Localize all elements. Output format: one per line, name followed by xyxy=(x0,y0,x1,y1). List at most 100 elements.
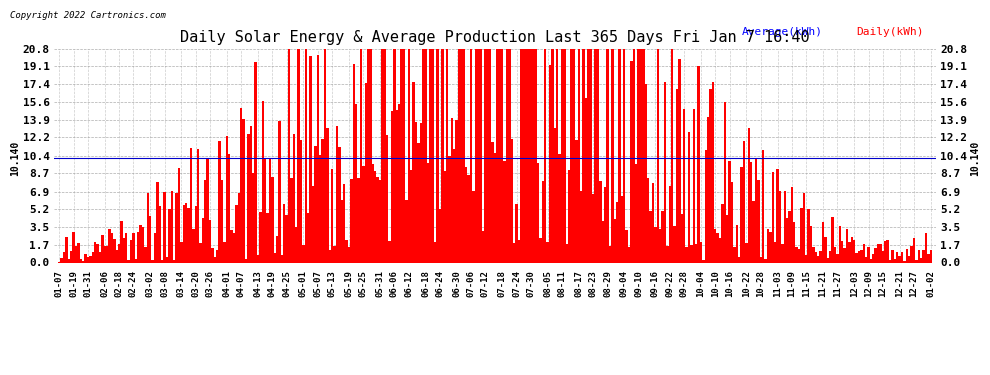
Bar xyxy=(310,56,312,262)
Bar xyxy=(236,205,238,262)
Bar xyxy=(322,139,324,262)
Bar xyxy=(367,49,369,262)
Bar xyxy=(930,250,932,262)
Bar xyxy=(587,49,590,262)
Bar xyxy=(523,49,525,262)
Bar xyxy=(647,178,649,262)
Bar xyxy=(604,187,606,262)
Bar xyxy=(75,246,77,262)
Bar xyxy=(216,250,219,262)
Bar xyxy=(147,194,149,262)
Bar xyxy=(611,49,614,262)
Bar xyxy=(84,254,87,262)
Bar xyxy=(853,240,855,262)
Bar xyxy=(429,49,432,262)
Bar xyxy=(810,226,812,262)
Bar xyxy=(128,260,130,262)
Bar xyxy=(779,190,781,262)
Text: 10.140: 10.140 xyxy=(970,141,980,176)
Bar xyxy=(695,244,697,262)
Bar xyxy=(149,216,151,262)
Bar xyxy=(874,248,877,262)
Bar xyxy=(391,111,393,262)
Bar xyxy=(644,84,647,262)
Bar xyxy=(882,251,884,262)
Bar xyxy=(156,182,158,262)
Bar xyxy=(448,156,450,262)
Bar xyxy=(925,233,928,262)
Bar xyxy=(99,252,101,262)
Bar xyxy=(673,226,676,262)
Bar xyxy=(745,243,747,262)
Bar xyxy=(508,49,511,262)
Bar xyxy=(891,250,894,262)
Bar xyxy=(256,255,259,262)
Bar xyxy=(209,220,211,262)
Bar xyxy=(561,49,563,262)
Bar xyxy=(822,222,825,262)
Bar xyxy=(462,49,465,262)
Bar xyxy=(551,49,553,262)
Bar xyxy=(415,122,417,262)
Bar xyxy=(238,193,240,262)
Bar xyxy=(606,49,609,262)
Bar xyxy=(133,233,135,262)
Bar xyxy=(467,175,470,262)
Bar xyxy=(261,101,264,262)
Bar xyxy=(305,49,307,262)
Bar xyxy=(118,244,121,262)
Bar xyxy=(616,202,619,262)
Bar xyxy=(77,243,79,262)
Bar xyxy=(489,49,491,262)
Title: Daily Solar Energy & Average Production Last 365 Days Fri Jan 7 16:40: Daily Solar Energy & Average Production … xyxy=(180,30,810,45)
Bar xyxy=(347,247,350,262)
Bar xyxy=(62,252,65,262)
Bar xyxy=(273,253,276,262)
Bar xyxy=(336,126,339,262)
Bar xyxy=(793,222,796,262)
Bar xyxy=(72,232,75,262)
Bar xyxy=(376,177,379,262)
Bar xyxy=(153,233,156,262)
Bar xyxy=(314,146,317,262)
Bar xyxy=(187,208,190,262)
Bar xyxy=(516,204,518,262)
Bar xyxy=(343,184,346,262)
Bar xyxy=(393,49,396,262)
Bar xyxy=(371,164,374,262)
Bar xyxy=(843,248,845,262)
Bar xyxy=(312,186,314,262)
Bar xyxy=(709,89,712,262)
Bar xyxy=(233,233,236,262)
Bar xyxy=(635,165,638,262)
Bar xyxy=(326,129,329,262)
Bar xyxy=(219,141,221,262)
Bar xyxy=(676,89,678,262)
Bar xyxy=(302,245,305,262)
Bar xyxy=(111,233,113,262)
Bar xyxy=(91,252,94,262)
Bar xyxy=(697,66,700,262)
Bar xyxy=(437,49,439,262)
Bar xyxy=(474,49,477,262)
Bar xyxy=(243,119,245,262)
Bar xyxy=(87,257,89,262)
Bar xyxy=(769,232,771,262)
Text: Daily(kWh): Daily(kWh) xyxy=(856,27,924,37)
Bar xyxy=(651,183,654,262)
Bar xyxy=(506,49,508,262)
Bar xyxy=(805,255,808,262)
Bar xyxy=(742,141,745,262)
Bar xyxy=(352,64,355,262)
Bar xyxy=(631,61,633,262)
Bar xyxy=(82,261,84,262)
Bar xyxy=(659,229,661,262)
Bar xyxy=(290,178,293,262)
Bar xyxy=(903,261,906,262)
Bar xyxy=(496,49,499,262)
Bar xyxy=(319,155,322,262)
Bar xyxy=(700,242,702,262)
Bar xyxy=(850,237,853,262)
Bar xyxy=(432,49,434,262)
Bar xyxy=(268,158,271,262)
